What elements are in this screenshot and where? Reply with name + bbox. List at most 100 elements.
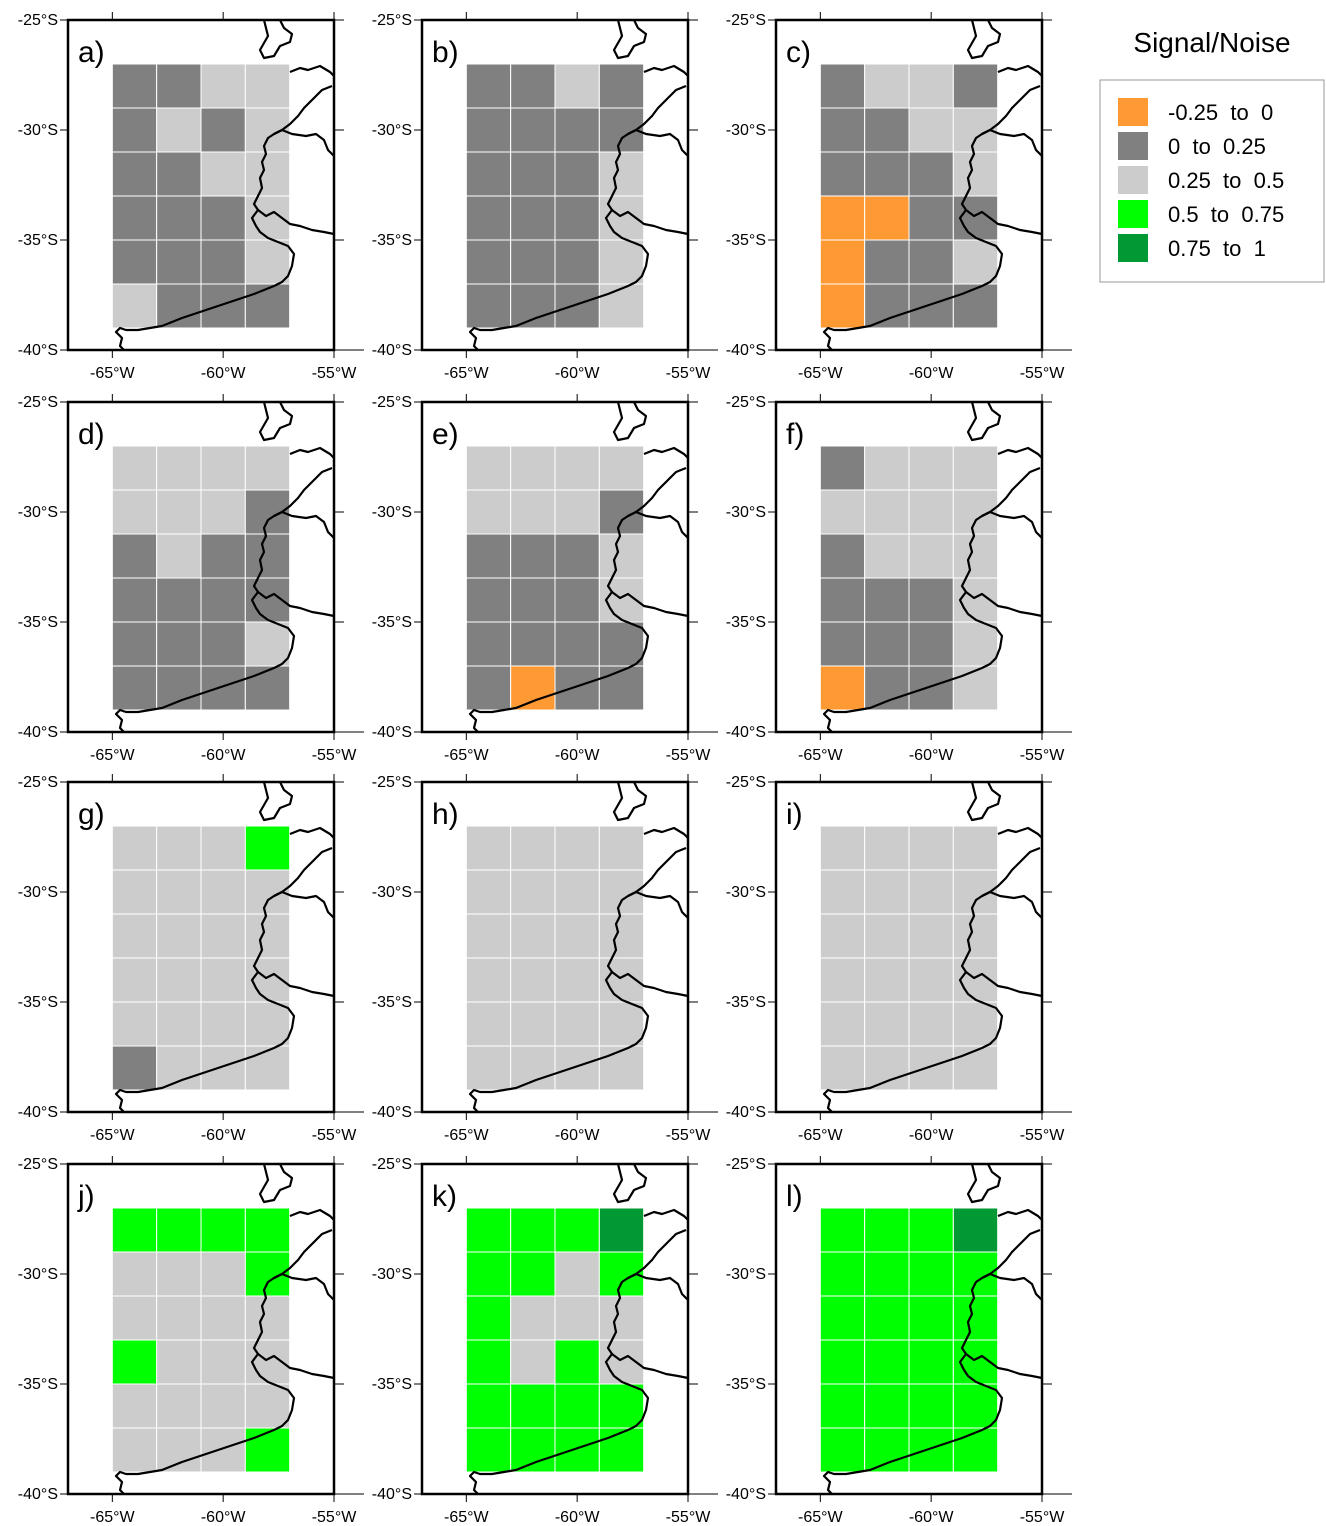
x-tick-label: -65°W — [444, 365, 490, 382]
grid-cell — [864, 63, 910, 109]
grid-cell — [554, 151, 600, 197]
grid-cell — [244, 283, 291, 329]
grid-cell — [111, 1251, 158, 1297]
grid-cell — [864, 107, 910, 153]
panel-frame — [66, 1162, 336, 1496]
grid-cell — [952, 533, 999, 579]
legend-swatch — [1118, 132, 1148, 160]
grid-cell — [819, 1427, 866, 1473]
grid-cell — [554, 283, 600, 329]
grid-cell — [510, 151, 556, 197]
legend-swatch — [1118, 98, 1148, 126]
panel-label: a) — [78, 36, 105, 69]
grid-cell — [200, 957, 246, 1003]
grid-cell — [200, 1339, 246, 1385]
x-tick-label: -55°W — [1020, 1509, 1066, 1526]
grid-cell — [908, 151, 954, 197]
grid-cell — [244, 63, 291, 109]
y-tick-label: -35°S — [372, 994, 412, 1011]
x-tick-label: -65°W — [798, 1509, 844, 1526]
grid-cell — [200, 869, 246, 915]
grid-cell — [510, 489, 556, 535]
panel-label: g) — [78, 798, 105, 831]
panel-label: h) — [432, 798, 459, 831]
grid-cell — [156, 957, 202, 1003]
grid-cell — [510, 1427, 556, 1473]
grid-cell — [244, 1295, 291, 1341]
grid-cell — [200, 195, 246, 241]
grid-cell — [200, 107, 246, 153]
grid-cell — [908, 1251, 954, 1297]
grid-cell — [510, 1295, 556, 1341]
panel-frame — [774, 780, 1044, 1114]
x-tick-label: -65°W — [444, 1127, 490, 1144]
grid-cell — [819, 957, 866, 1003]
grid-cell — [510, 1383, 556, 1429]
grid-cell — [598, 665, 645, 711]
grid-cell — [554, 1383, 600, 1429]
x-tick-label: -65°W — [798, 1127, 844, 1144]
y-tick-label: -40°S — [372, 1104, 412, 1121]
grid-cell — [244, 239, 291, 285]
grid-cell — [200, 1045, 246, 1091]
grid-cell — [819, 283, 866, 329]
grid-cell — [200, 1001, 246, 1047]
map-panel: -65°W -60°W -55°W -25°S -30°S -35°S -40°S b) — [372, 12, 718, 382]
grid-cell — [200, 621, 246, 667]
grid-cell — [908, 489, 954, 535]
grid-cell — [908, 1207, 954, 1253]
grid-cell — [819, 1339, 866, 1385]
legend-label: 0.5 to 0.75 — [1168, 202, 1284, 227]
grid-cell — [819, 489, 866, 535]
y-tick-label: -30°S — [726, 884, 766, 901]
legend-swatch — [1118, 200, 1148, 228]
grid-cell — [908, 445, 954, 491]
grid-cell — [510, 1045, 556, 1091]
y-tick-label: -25°S — [726, 394, 766, 411]
grid-cell — [598, 621, 645, 667]
x-tick-label: -55°W — [1020, 747, 1066, 764]
grid-cell — [465, 913, 512, 959]
y-tick-label: -40°S — [18, 724, 58, 741]
legend-label: 0.75 to 1 — [1168, 236, 1266, 261]
grid-cell — [908, 869, 954, 915]
grid-cell — [465, 1295, 512, 1341]
grid-cell — [908, 1001, 954, 1047]
grid-cell — [465, 107, 512, 153]
grid-cell — [864, 1427, 910, 1473]
grid-cell — [510, 913, 556, 959]
grid-cell — [200, 533, 246, 579]
x-tick-label: -55°W — [312, 365, 358, 382]
y-tick-label: -30°S — [726, 1266, 766, 1283]
grid-cell — [864, 1207, 910, 1253]
legend-label: -0.25 to 0 — [1168, 100, 1273, 125]
grid-cell — [510, 445, 556, 491]
grid-cell — [819, 533, 866, 579]
panel-frame — [420, 400, 690, 734]
grid-cell — [510, 1339, 556, 1385]
grid-cell — [244, 1427, 291, 1473]
grid-cell — [598, 913, 645, 959]
grid-cell — [510, 63, 556, 109]
grid-cell — [465, 825, 512, 871]
grid-cell — [156, 621, 202, 667]
y-tick-label: -35°S — [18, 614, 58, 631]
grid-cell — [952, 1295, 999, 1341]
map-panel: -65°W -60°W -55°W -25°S -30°S -35°S -40°S i) — [726, 774, 1072, 1144]
x-tick-label: -60°W — [201, 1127, 247, 1144]
grid-cell — [598, 1295, 645, 1341]
map-panel: -65°W -60°W -55°W -25°S -30°S -35°S -40°S j) — [18, 1156, 364, 1526]
grid-cell — [554, 1251, 600, 1297]
grid-cell — [864, 1339, 910, 1385]
y-tick-label: -25°S — [372, 12, 412, 29]
x-tick-label: -60°W — [909, 1127, 955, 1144]
map-panel: -65°W -60°W -55°W -25°S -30°S -35°S -40°S a) — [18, 12, 364, 382]
y-tick-label: -35°S — [726, 1376, 766, 1393]
grid-cell — [864, 1045, 910, 1091]
grid-cell — [200, 1251, 246, 1297]
panel-frame — [774, 400, 1044, 734]
grid-cell — [554, 1427, 600, 1473]
grid-cell — [465, 1383, 512, 1429]
grid-cell — [111, 151, 158, 197]
grid-cell — [864, 533, 910, 579]
